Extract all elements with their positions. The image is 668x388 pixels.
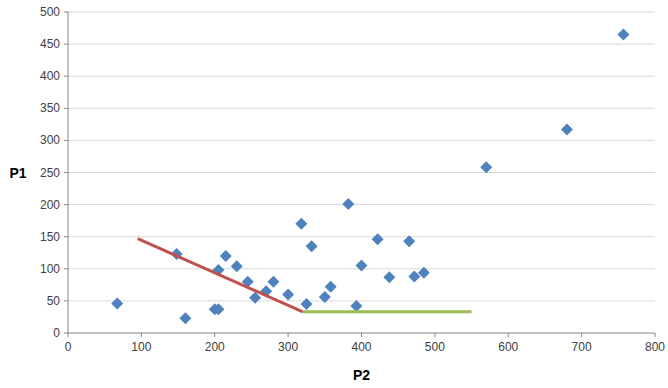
y-tick-label: 400 <box>40 69 60 83</box>
point <box>220 250 232 262</box>
y-tick <box>64 76 68 77</box>
x-tick <box>68 333 69 337</box>
grid-line <box>68 44 655 45</box>
x-tick-label: 600 <box>498 340 518 354</box>
point <box>418 267 430 279</box>
point <box>179 312 191 324</box>
y-tick <box>64 333 68 334</box>
point <box>300 298 312 310</box>
y-tick-label: 200 <box>40 198 60 212</box>
x-tick-label: 0 <box>65 340 72 354</box>
grid-line <box>68 204 655 205</box>
chart: 0 50 100 150 200 250 300 350 400 450 500 0 100 200 300… <box>0 0 668 388</box>
point <box>231 260 243 272</box>
y-tick <box>64 204 68 205</box>
y-tick <box>64 300 68 301</box>
point <box>295 218 307 230</box>
point <box>617 28 629 40</box>
point <box>372 233 384 245</box>
y-tick-label: 450 <box>40 37 60 51</box>
point <box>342 198 354 210</box>
x-tick-label: 700 <box>572 340 592 354</box>
grid-line <box>68 172 655 173</box>
grid-line <box>68 108 655 109</box>
y-axis-label: P1 <box>9 165 26 181</box>
y-tick <box>64 268 68 269</box>
point <box>212 303 224 315</box>
x-tick <box>361 333 362 337</box>
x-tick <box>508 333 509 337</box>
x-tick-label: 400 <box>351 340 371 354</box>
y-axis <box>68 12 69 333</box>
y-tick-label: 150 <box>40 230 60 244</box>
x-tick <box>581 333 582 337</box>
point <box>267 276 279 288</box>
point <box>480 161 492 173</box>
y-tick <box>64 108 68 109</box>
point <box>282 288 294 300</box>
x-tick <box>434 333 435 337</box>
point <box>403 235 415 247</box>
y-tick <box>64 140 68 141</box>
y-tick <box>64 12 68 13</box>
point <box>319 291 331 303</box>
x-axis <box>68 333 655 334</box>
point <box>383 271 395 283</box>
x-tick <box>214 333 215 337</box>
grid-line <box>68 76 655 77</box>
grid-line <box>68 140 655 141</box>
grid-line <box>68 300 655 301</box>
x-tick <box>288 333 289 337</box>
x-tick <box>141 333 142 337</box>
x-tick <box>655 333 656 337</box>
point <box>561 123 573 135</box>
point <box>306 240 318 252</box>
point <box>356 260 368 272</box>
trend-line <box>138 239 303 312</box>
grid-line <box>68 12 655 13</box>
y-tick <box>64 236 68 237</box>
y-tick-label: 50 <box>47 294 61 308</box>
y-tick-label: 0 <box>53 326 60 340</box>
trend-line <box>303 310 472 313</box>
y-tick <box>64 44 68 45</box>
y-tick <box>64 172 68 173</box>
plot-area <box>111 28 629 324</box>
x-tick-label: 500 <box>425 340 445 354</box>
x-tick-label: 100 <box>131 340 151 354</box>
point <box>350 300 362 312</box>
x-tick-label: 800 <box>645 340 665 354</box>
grid-line <box>68 236 655 237</box>
x-axis-label: P2 <box>353 367 370 383</box>
x-tick-label: 200 <box>205 340 225 354</box>
y-tick-label: 100 <box>40 262 60 276</box>
point <box>111 297 123 309</box>
y-tick-label: 250 <box>40 166 60 180</box>
y-tick-label: 500 <box>40 5 60 19</box>
y-tick-label: 350 <box>40 101 60 115</box>
x-tick-label: 300 <box>278 340 298 354</box>
point <box>325 281 337 293</box>
y-tick-label: 300 <box>40 133 60 147</box>
